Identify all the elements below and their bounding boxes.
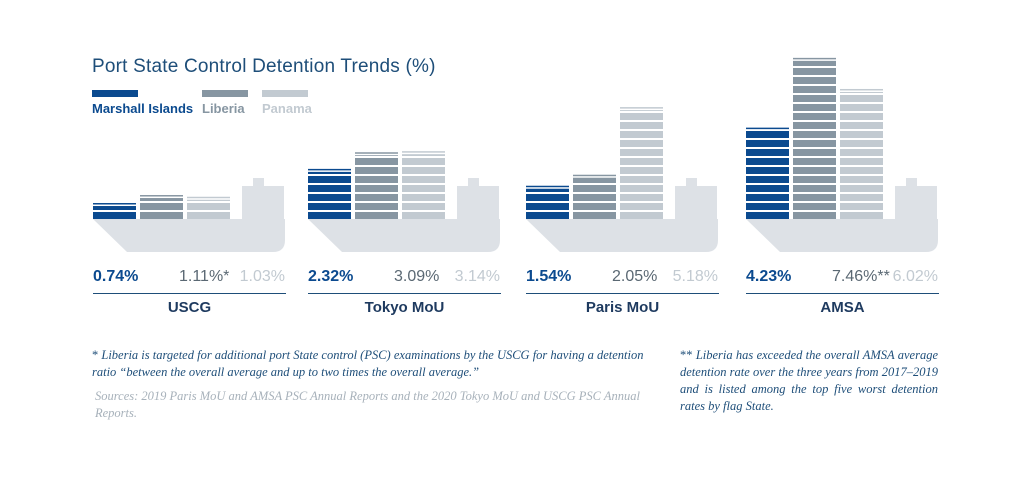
value-label-paris-mou-1: 2.05% [612, 268, 658, 285]
category-label-paris-mou: Paris MoU [585, 299, 660, 316]
ship-funnel [906, 178, 917, 188]
bar-paris-mou-liberia [573, 174, 616, 219]
footnote-single-mark: * [92, 348, 99, 362]
value-label-uscg-1: 1.11%* [179, 268, 230, 285]
footnote-single: * Liberia is targeted for additional por… [92, 347, 652, 381]
bar-amsa-liberia [793, 57, 836, 219]
legend-swatch-panama [262, 90, 308, 97]
group-rule-tokyo-mou [308, 293, 501, 294]
category-label-uscg: USCG [167, 299, 212, 316]
value-label-tokyo-mou-2: 3.14% [454, 268, 500, 285]
ship-superstructure [242, 186, 284, 220]
bar-paris-mou-marshall-islands [526, 185, 569, 219]
bar-paris-mou-panama [620, 107, 663, 219]
footnote-single-text: Liberia is targeted for additional port … [92, 348, 644, 379]
value-label-amsa-2: 6.02% [892, 268, 938, 285]
legend-item-marshall-islands: Marshall Islands [92, 90, 193, 116]
group-rule-paris-mou [526, 293, 719, 294]
bar-uscg-panama [187, 196, 230, 219]
bar-tokyo-mou-panama [402, 151, 445, 219]
value-label-uscg-2: 1.03% [239, 268, 285, 285]
group-rule-amsa [746, 293, 939, 294]
bar-tokyo-mou-liberia [355, 152, 398, 219]
ship-hull [308, 219, 500, 252]
ship-superstructure [457, 186, 499, 220]
category-label-tokyo-mou: Tokyo MoU [364, 299, 445, 316]
legend-item-panama: Panama [262, 90, 312, 116]
footnote-double-mark: ** [680, 348, 693, 362]
ship-hull [526, 219, 718, 252]
ship-superstructure [895, 186, 937, 220]
value-label-amsa-0: 4.23% [746, 268, 792, 285]
bar-uscg-marshall-islands [93, 203, 136, 219]
group-rule-uscg [93, 293, 286, 294]
legend-label-marshall-islands: Marshall Islands [92, 101, 194, 116]
legend-swatch-marshall-islands [92, 90, 138, 97]
value-label-uscg-0: 0.74% [93, 268, 139, 285]
legend-label-panama: Panama [262, 101, 312, 116]
legend-swatch-liberia [202, 90, 248, 97]
value-label-tokyo-mou-0: 2.32% [308, 268, 354, 285]
sources-note: Sources: 2019 Paris MoU and AMSA PSC Ann… [95, 389, 641, 420]
ship-funnel [253, 178, 264, 188]
value-label-paris-mou-0: 1.54% [526, 268, 572, 285]
ship-funnel [686, 178, 697, 188]
ship-hull [746, 219, 938, 252]
footnote-double-text: Liberia has exceeded the overall AMSA av… [680, 348, 939, 413]
legend-label-liberia: Liberia [202, 101, 245, 116]
value-label-tokyo-mou-1: 3.09% [394, 268, 440, 285]
value-label-paris-mou-2: 5.18% [672, 268, 718, 285]
category-label-amsa: AMSA [820, 299, 865, 316]
ship-funnel [468, 178, 479, 188]
chart-title: Port State Control Detention Trends (%) [92, 56, 436, 77]
bar-amsa-panama [840, 88, 883, 219]
ship-hull [93, 219, 285, 252]
ship-superstructure [675, 186, 717, 220]
value-label-amsa-1: 7.46%** [832, 268, 890, 285]
bar-tokyo-mou-marshall-islands [308, 168, 351, 219]
legend-item-liberia: Liberia [202, 90, 248, 116]
bar-amsa-marshall-islands [746, 127, 789, 219]
bar-uscg-liberia [140, 195, 183, 219]
footnote-double: ** Liberia has exceeded the overall AMSA… [680, 347, 938, 415]
